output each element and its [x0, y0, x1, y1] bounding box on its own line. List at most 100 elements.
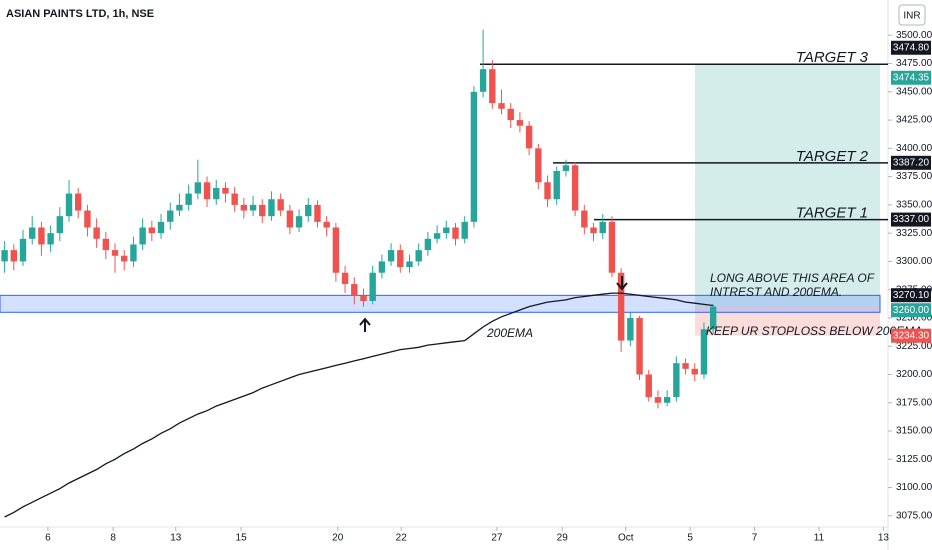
- candle-body: [415, 250, 422, 262]
- candle-body: [295, 216, 303, 228]
- candle-body: [240, 204, 248, 211]
- candle-body: [470, 91, 478, 222]
- candle-body: [461, 221, 468, 239]
- candle-body: [277, 199, 284, 211]
- candle-body: [1, 250, 8, 262]
- price-label: 3234.30: [893, 330, 930, 341]
- candle-body: [231, 193, 238, 205]
- candle-body: [433, 233, 441, 239]
- candle-body: [378, 261, 386, 273]
- candle-body: [157, 221, 165, 234]
- y-tick-label: 3075.00: [896, 510, 932, 521]
- candle-body: [627, 317, 634, 341]
- candle-body: [203, 182, 211, 200]
- y-tick-label: 3325.00: [896, 228, 932, 239]
- target-label: TARGET 3: [796, 49, 869, 66]
- candle-body: [111, 250, 119, 256]
- price-label: 3260.00: [893, 305, 930, 316]
- candle-body: [507, 108, 514, 121]
- candle-body: [93, 227, 100, 239]
- candle-body: [424, 238, 432, 251]
- price-label: 3474.80: [893, 42, 930, 53]
- candle-body: [314, 204, 321, 222]
- x-tick-label: 8: [110, 533, 116, 544]
- candle-body: [654, 397, 662, 403]
- price-label-box: [891, 155, 931, 170]
- price-label-box: [891, 40, 931, 55]
- candle-body: [121, 255, 128, 262]
- candle-body: [47, 233, 54, 245]
- candle-body: [590, 227, 597, 234]
- candle-body: [249, 204, 257, 211]
- candle-body: [700, 329, 708, 375]
- candle-body: [387, 250, 395, 262]
- candle-body: [84, 210, 91, 228]
- price-label-box: [891, 303, 931, 318]
- candle-body: [10, 250, 18, 262]
- interest-zone: [0, 294, 881, 313]
- candle-body: [176, 204, 183, 211]
- x-tick-label: 27: [491, 533, 503, 544]
- candle-body: [645, 374, 652, 398]
- candle-body: [167, 210, 174, 222]
- candle-body: [452, 227, 459, 239]
- candle-body: [682, 363, 689, 369]
- annotation: LONG ABOVE THIS AREA OF: [710, 271, 875, 285]
- currency[interactable]: INR: [903, 11, 920, 22]
- y-tick-label: 3250.00: [896, 313, 932, 324]
- candle-body: [139, 227, 146, 245]
- candle-body: [268, 199, 275, 217]
- candle-body: [617, 272, 625, 341]
- x-tick-label: 22: [396, 533, 408, 544]
- candle-body: [443, 227, 450, 234]
- x-tick-label: 20: [332, 533, 344, 544]
- candle-body: [341, 272, 349, 285]
- candle-body: [351, 284, 358, 296]
- y-tick-label: 3450.00: [896, 86, 932, 97]
- candle-body: [691, 368, 698, 375]
- y-tick-label: 3100.00: [896, 482, 932, 493]
- candle-body: [581, 210, 588, 228]
- candle-body: [65, 193, 73, 217]
- x-tick-label: 6: [45, 533, 51, 544]
- candle-body: [562, 165, 570, 171]
- price-label-box: [891, 212, 931, 227]
- y-tick-label: 3300.00: [896, 256, 932, 267]
- annotation: INTREST AND 200EMA.: [710, 285, 842, 299]
- candle-body: [397, 250, 404, 268]
- ema-line: [4, 292, 714, 518]
- candle-body: [599, 221, 606, 234]
- stop-zone: [695, 306, 880, 336]
- candle-body: [525, 125, 533, 149]
- candle-body: [75, 193, 82, 211]
- chart-title: ASIAN PAINTS LTD, 1h, NSE: [6, 8, 154, 20]
- candle-body: [498, 103, 505, 109]
- x-tick-label: 29: [557, 533, 569, 544]
- up-arrow: [359, 317, 371, 332]
- price-label-box: [891, 288, 931, 303]
- x-tick-label: Oct: [618, 533, 634, 544]
- candle-body: [130, 244, 137, 262]
- candle-body: [102, 238, 110, 251]
- candle-body: [29, 227, 36, 239]
- y-tick-label: 3500.00: [896, 30, 932, 41]
- candle-body: [38, 227, 45, 245]
- candle-body: [360, 295, 367, 301]
- candle-body: [535, 148, 542, 183]
- price-label: 3474.35: [893, 72, 930, 83]
- ema-label: 200EMA: [486, 326, 533, 340]
- x-tick-label: 7: [752, 533, 758, 544]
- price-label-box: [891, 328, 931, 343]
- candle-body: [259, 204, 266, 217]
- price-label: 3270.10: [893, 290, 930, 301]
- candle-body: [185, 193, 192, 205]
- price-label-box: [891, 70, 931, 85]
- currency-badge[interactable]: [898, 4, 926, 26]
- candle-body: [406, 261, 413, 268]
- y-tick-label: 3150.00: [896, 426, 932, 437]
- candle-body: [19, 238, 27, 262]
- candle-body: [332, 227, 340, 273]
- x-tick-label: 13: [878, 533, 890, 544]
- x-tick-label: 11: [814, 533, 825, 544]
